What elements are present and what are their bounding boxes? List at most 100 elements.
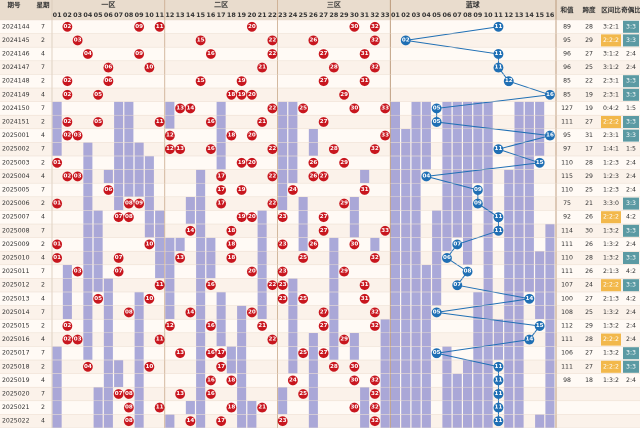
span-cell: 19	[585, 105, 593, 112]
omission-bar	[545, 401, 555, 415]
omission-bar	[421, 360, 431, 374]
omission-bar	[257, 237, 267, 251]
red-ball-number: 18	[227, 377, 235, 383]
omission-bar	[483, 183, 493, 197]
red-column-label: 27	[319, 11, 328, 19]
omission-bar	[52, 142, 62, 156]
omission-bar	[288, 156, 298, 170]
red-ball	[52, 198, 63, 209]
omission-bar	[144, 183, 154, 197]
table-row	[0, 60, 640, 75]
omission-bar	[390, 156, 400, 170]
omission-bar	[463, 197, 473, 211]
zone-ratio-cell: 2:2:2	[603, 336, 619, 343]
red-ball-number: 03	[74, 37, 82, 43]
span-cell: 25	[585, 309, 593, 316]
blue-ball-number: 11	[495, 24, 503, 30]
omission-bar	[390, 210, 400, 224]
omission-bar	[401, 183, 411, 197]
omission-bar	[442, 346, 452, 360]
omission-bar	[442, 169, 452, 183]
blue-ball-number: 11	[495, 65, 503, 71]
weekday-cell: 2	[41, 78, 45, 85]
red-ball	[339, 198, 350, 209]
omission-bar	[196, 169, 206, 183]
omission-bar	[483, 210, 493, 224]
omission-bar	[83, 156, 93, 170]
zone-ratio-cell: 1:3:2	[603, 377, 619, 384]
omission-bar	[349, 197, 359, 211]
red-ball	[62, 130, 73, 141]
red-ball-number: 29	[340, 337, 348, 343]
omission-bar	[442, 101, 452, 115]
red-ball-number: 27	[320, 119, 328, 125]
red-ball	[328, 144, 339, 155]
red-ball-number: 09	[135, 51, 143, 57]
red-ball-number: 07	[115, 214, 123, 220]
omission-bar	[442, 183, 452, 197]
red-ball-number: 18	[227, 92, 235, 98]
red-column-label: 29	[340, 11, 349, 19]
omission-bar	[134, 169, 144, 183]
omission-bar	[524, 224, 534, 238]
red-ball	[195, 35, 206, 46]
omission-bar	[103, 292, 113, 306]
omission-bar	[288, 169, 298, 183]
odd-even-cell: 3:3	[626, 119, 636, 126]
omission-bar	[257, 292, 267, 306]
blue-column-label: 02	[401, 11, 410, 19]
omission-bar	[463, 360, 473, 374]
omission-bar	[390, 373, 400, 387]
red-column-label: 13	[176, 11, 185, 19]
red-ball-number: 01	[53, 201, 61, 207]
red-ball	[62, 21, 73, 32]
weekday-cell: 7	[41, 146, 45, 153]
omission-bar	[52, 115, 62, 129]
issue-cell: 2024150	[2, 105, 30, 112]
omission-bar	[216, 129, 226, 143]
omission-bar	[463, 387, 473, 401]
omission-bar	[421, 156, 431, 170]
issue-cell: 2025012	[2, 282, 30, 289]
omission-bar	[483, 360, 493, 374]
odd-even-highlight	[623, 129, 639, 142]
omission-bar	[196, 278, 206, 292]
zone-ratio-cell: 2:3:1	[603, 78, 619, 85]
red-ball	[277, 212, 288, 223]
omission-bar	[278, 129, 288, 143]
omission-bar	[432, 224, 442, 238]
omission-bar	[165, 265, 175, 279]
omission-bar	[401, 292, 411, 306]
omission-bar	[206, 237, 216, 251]
red-ball-number: 33	[381, 133, 389, 139]
omission-bar	[114, 115, 124, 129]
omission-bar	[114, 373, 124, 387]
omission-bar	[237, 414, 247, 428]
weekday-cell: 2	[41, 119, 45, 126]
omission-bar	[83, 292, 93, 306]
omission-bar	[421, 305, 431, 319]
red-ball	[123, 402, 134, 413]
red-ball	[123, 198, 134, 209]
omission-bar	[421, 292, 431, 306]
red-ball-number: 08	[125, 405, 133, 411]
span-cell: 27	[585, 51, 593, 58]
red-ball-number: 27	[320, 51, 328, 57]
red-column-label: 23	[278, 11, 287, 19]
red-ball	[205, 389, 216, 399]
omission-bar	[514, 210, 524, 224]
red-column-label: 04	[83, 11, 92, 19]
omission-bar	[390, 360, 400, 374]
red-ball-number: 15	[197, 37, 205, 43]
omission-bar	[114, 169, 124, 183]
sum-cell: 110	[561, 159, 573, 166]
span-cell: 17	[585, 146, 593, 153]
red-ball	[318, 321, 329, 331]
red-ball-number: 21	[258, 323, 266, 329]
red-ball	[369, 389, 380, 399]
omission-bar	[504, 278, 514, 292]
omission-bar	[144, 169, 154, 183]
zone-ratio-highlight	[601, 116, 621, 128]
odd-even-cell: 3:3	[626, 91, 636, 98]
span-cell: 28	[585, 23, 593, 30]
